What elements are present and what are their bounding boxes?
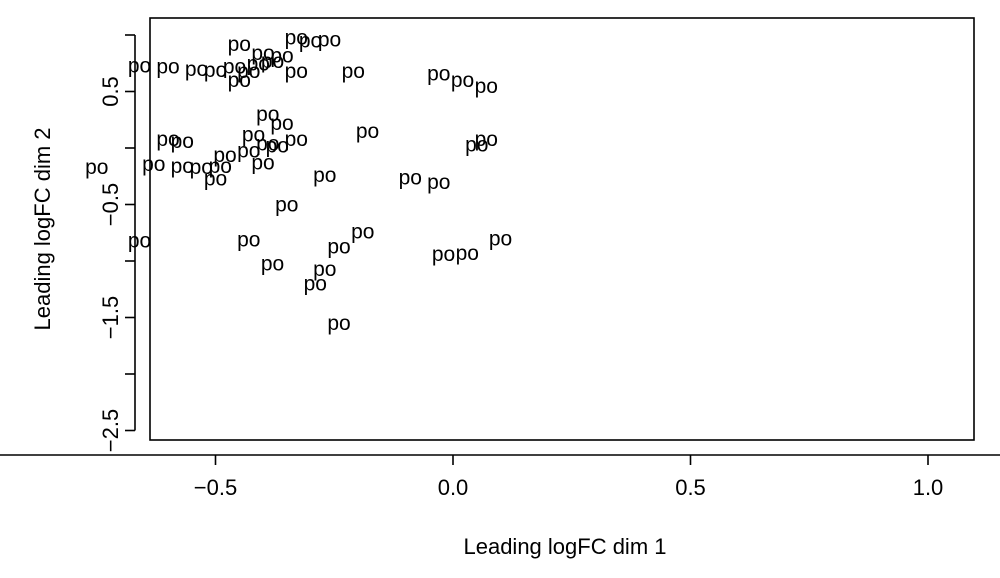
point-label-po: po xyxy=(128,55,151,78)
x-axis-label: Leading logFC dim 1 xyxy=(463,534,666,559)
point-label-po: po xyxy=(285,26,308,49)
point-label-po: po xyxy=(256,132,279,155)
y-tick-label: −1.5 xyxy=(98,296,123,339)
point-label-po: po xyxy=(237,60,260,83)
point-label-po: po xyxy=(270,112,293,135)
point-label-po: po xyxy=(275,194,298,217)
point-label-po: po xyxy=(85,156,108,179)
point-label-po: po xyxy=(142,153,165,176)
point-label-po: po xyxy=(171,155,194,178)
x-tick-label: −0.5 xyxy=(194,475,237,500)
point-label-po: po xyxy=(204,168,227,191)
point-label-po: po xyxy=(247,52,270,75)
point-label-po: po xyxy=(432,243,455,266)
point-label-po: po xyxy=(261,50,284,73)
point-label-po: po xyxy=(261,252,284,275)
point-label-po: po xyxy=(156,128,179,151)
point-label-po: po xyxy=(237,139,260,162)
point-label-po: po xyxy=(327,235,350,258)
point-label-po: po xyxy=(156,56,179,79)
point-label-po: po xyxy=(251,42,274,65)
point-label-po: po xyxy=(399,166,422,189)
point-label-po: po xyxy=(270,44,293,67)
point-label-po: po xyxy=(313,164,336,187)
point-label-po: po xyxy=(204,59,227,82)
x-axis: −1.0−0.50.00.51.01.52.0 xyxy=(0,454,1000,500)
y-axis: −2.5 −1.5 −0.5 0.5 xyxy=(98,34,136,452)
point-label-po: po xyxy=(356,120,379,143)
point-label-po: po xyxy=(427,62,450,85)
point-label-po: po xyxy=(456,242,479,265)
y-tick-label: 0.5 xyxy=(98,76,123,107)
point-label-po: po xyxy=(318,29,341,52)
y-tick-label: −0.5 xyxy=(98,183,123,226)
point-label-po: po xyxy=(313,258,336,281)
x-tick-label: 0.5 xyxy=(675,475,706,500)
x-tick-label: 1.0 xyxy=(913,475,944,500)
point-label-po: po xyxy=(299,30,322,53)
point-label-po: po xyxy=(465,134,488,157)
point-label-po: po xyxy=(256,103,279,126)
point-label-po: po xyxy=(427,171,450,194)
point-label-po: po xyxy=(342,60,365,83)
point-label-po: po xyxy=(266,135,289,158)
point-label-po: po xyxy=(237,229,260,252)
point-label-po: po xyxy=(304,273,327,296)
point-label-po: po xyxy=(228,33,251,56)
plot-box xyxy=(149,17,975,441)
point-label-po: po xyxy=(213,144,236,167)
point-label-po: po xyxy=(475,128,498,151)
point-label-po: po xyxy=(475,75,498,98)
point-label-po: po xyxy=(190,156,213,179)
point-label-po: po xyxy=(251,152,274,175)
point-label-po: po xyxy=(228,69,251,92)
point-label-po: po xyxy=(351,221,374,244)
point-label-po: po xyxy=(451,69,474,92)
x-tick-label: 0.0 xyxy=(438,475,469,500)
y-axis-label: Leading logFC dim 2 xyxy=(30,127,55,330)
point-label-po: po xyxy=(223,56,246,79)
point-label-po: po xyxy=(242,123,265,146)
point-label-po: po xyxy=(209,155,232,178)
point-label-po: po xyxy=(171,130,194,153)
point-label-po: po xyxy=(285,60,308,83)
point-label-po: po xyxy=(185,58,208,81)
point-label-po: po xyxy=(128,230,151,253)
point-label-po: po xyxy=(285,128,308,151)
y-tick-label: −2.5 xyxy=(98,409,123,452)
point-label-po: po xyxy=(327,312,350,335)
point-label-po: po xyxy=(489,227,512,250)
